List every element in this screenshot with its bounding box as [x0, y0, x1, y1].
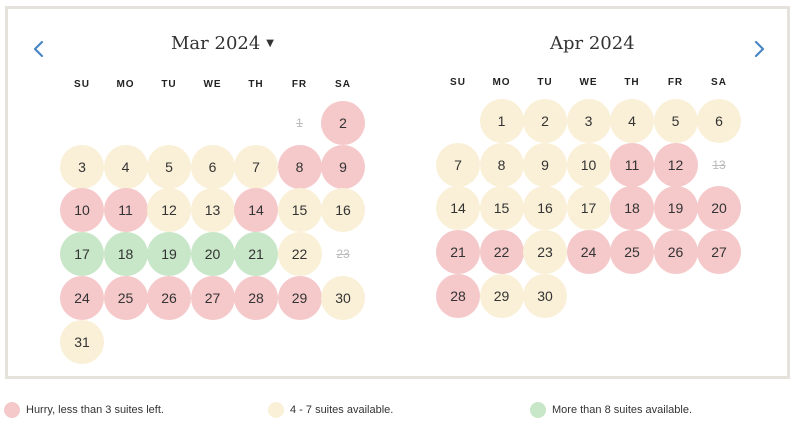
day-28[interactable]: 28 [234, 275, 278, 320]
day-13[interactable]: 13 [190, 188, 235, 233]
legend-label: 4 - 7 suites available. [290, 404, 394, 416]
day-10[interactable]: 10 [566, 142, 611, 187]
day-26[interactable]: 26 [147, 275, 191, 320]
day-20[interactable]: 20 [190, 232, 235, 277]
day-6[interactable]: 6 [697, 99, 741, 143]
legend-item-hurry: Hurry, less than 3 suites left. [4, 402, 164, 418]
day-29[interactable]: 29 [479, 273, 524, 318]
day-9[interactable]: 9 [321, 144, 365, 189]
chevron-left-icon [33, 40, 44, 58]
day-26[interactable]: 26 [653, 230, 698, 275]
day-30[interactable]: 30 [523, 273, 567, 318]
day-23[interactable]: 23 [523, 230, 567, 275]
weekday-we: WE [203, 79, 222, 90]
weekday-tu: TU [161, 79, 177, 90]
weekday-we: WE [579, 77, 598, 88]
next-month-button[interactable] [748, 37, 770, 61]
day-16[interactable]: 16 [321, 188, 365, 233]
weekday-mo: MO [116, 79, 135, 90]
legend-item-moderate: 4 - 7 suites available. [268, 402, 393, 418]
day-1[interactable]: 1 [479, 99, 524, 143]
day-30[interactable]: 30 [321, 275, 365, 320]
day-21[interactable]: 21 [436, 230, 480, 275]
legend-label: More than 8 suites available. [552, 404, 693, 416]
day-19[interactable]: 19 [147, 232, 191, 277]
day-22[interactable]: 22 [479, 230, 524, 275]
day-8[interactable]: 8 [277, 144, 322, 189]
weekday-th: TH [248, 79, 264, 90]
day-14[interactable]: 14 [234, 188, 278, 233]
month-title-label: Apr 2024 [550, 33, 635, 54]
day-10[interactable]: 10 [60, 188, 104, 233]
weekday-sa: SA [711, 77, 727, 88]
weekday-mo: MO [492, 77, 511, 88]
month-title-label: Mar 2024 [171, 33, 261, 54]
day-3[interactable]: 3 [60, 144, 104, 189]
day-25[interactable]: 25 [103, 275, 148, 320]
day-2[interactable]: 2 [321, 101, 365, 145]
day-5[interactable]: 5 [653, 99, 698, 143]
day-21[interactable]: 21 [234, 232, 278, 277]
day-14[interactable]: 14 [436, 186, 480, 231]
day-12[interactable]: 12 [653, 142, 698, 187]
legend-dot-red [4, 402, 20, 418]
day-15[interactable]: 15 [277, 188, 322, 233]
day-27[interactable]: 27 [190, 275, 235, 320]
caret-down-icon: ▼ [266, 38, 274, 49]
day-24[interactable]: 24 [60, 275, 104, 320]
day-24[interactable]: 24 [566, 230, 611, 275]
day-8[interactable]: 8 [479, 142, 524, 187]
day-25[interactable]: 25 [610, 230, 654, 275]
day-7[interactable]: 7 [436, 142, 480, 187]
day-5[interactable]: 5 [147, 144, 191, 189]
weekday-su: SU [450, 77, 466, 88]
day-11[interactable]: 11 [103, 188, 148, 233]
day-17[interactable]: 17 [60, 232, 104, 277]
day-4[interactable]: 4 [610, 99, 654, 143]
day-18[interactable]: 18 [610, 186, 654, 231]
weekday-th: TH [624, 77, 640, 88]
day-1: 1 [296, 116, 303, 130]
day-9[interactable]: 9 [523, 142, 567, 187]
day-23: 23 [336, 247, 350, 262]
day-3[interactable]: 3 [566, 99, 611, 143]
chevron-right-icon [754, 40, 765, 58]
day-29[interactable]: 29 [277, 275, 322, 320]
legend-item-plenty: More than 8 suites available. [530, 402, 692, 418]
day-15[interactable]: 15 [479, 186, 524, 231]
weekday-fr: FR [667, 77, 684, 88]
day-31[interactable]: 31 [60, 319, 104, 364]
day-11[interactable]: 11 [610, 142, 654, 187]
day-12[interactable]: 12 [147, 188, 191, 233]
month-title-march[interactable]: Mar 2024 ▼ [171, 33, 274, 54]
day-13: 13 [712, 157, 726, 172]
weekday-su: SU [74, 79, 90, 90]
weekday-tu: TU [537, 77, 553, 88]
day-4[interactable]: 4 [103, 144, 148, 189]
day-27[interactable]: 27 [697, 230, 741, 275]
day-19[interactable]: 19 [653, 186, 698, 231]
day-22[interactable]: 22 [277, 232, 322, 277]
calendar-panel: Mar 2024 ▼ Apr 2024 SU MO TU WE TH FR SA 1 2 3 4 5 6… [5, 6, 790, 379]
month-title-april: Apr 2024 [550, 33, 635, 54]
legend-label: Hurry, less than 3 suites left. [26, 404, 164, 416]
day-17[interactable]: 17 [566, 186, 611, 231]
day-28[interactable]: 28 [436, 273, 480, 318]
day-7[interactable]: 7 [234, 144, 278, 189]
day-18[interactable]: 18 [103, 232, 148, 277]
day-20[interactable]: 20 [697, 186, 741, 231]
legend-dot-yellow [268, 402, 284, 418]
weekday-fr: FR [291, 79, 308, 90]
weekday-sa: SA [335, 79, 351, 90]
day-6[interactable]: 6 [190, 144, 235, 189]
day-2[interactable]: 2 [523, 99, 567, 143]
day-16[interactable]: 16 [523, 186, 567, 231]
prev-month-button[interactable] [28, 37, 50, 61]
legend-dot-green [530, 402, 546, 418]
